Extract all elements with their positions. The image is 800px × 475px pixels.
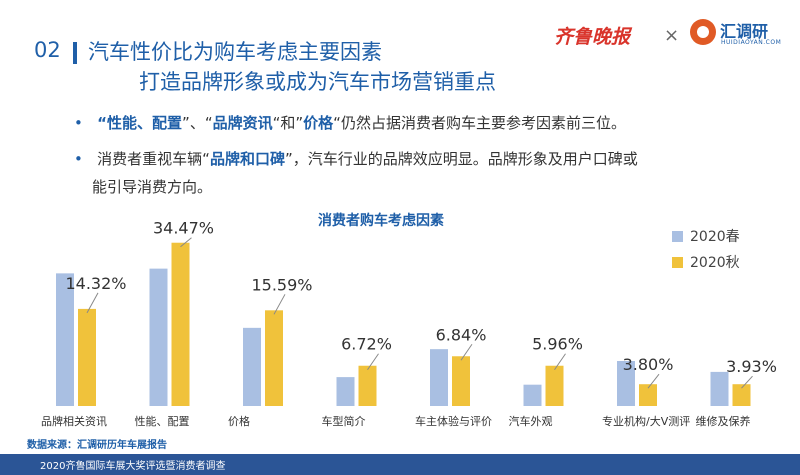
data-label-6: 3.80% [623,355,674,374]
category-label-5: 汽车外观 [509,414,553,428]
qilu-evening-news-logo: 齐鲁晚报 [554,26,631,48]
huidiaoyan-logo-url: HUIDIAOYAN.COM [721,39,782,46]
data-label-leader-6 [647,373,660,389]
bullet-2: • 消费者重视车辆“品牌和口碑”，汽车行业的品牌效应明显。品牌形象及用户口碑或 [74,148,638,169]
legend-swatch-autumn [672,257,683,268]
bar-autumn-3 [358,365,377,406]
bullet-2-pre: 消费者重视车辆“ [97,150,210,168]
data-label-3: 6.72% [341,335,392,354]
legend-autumn: 2020秋 [672,252,740,272]
bullet-dot: • [74,150,83,168]
title-divider [73,42,77,64]
bar-autumn-0 [78,308,96,406]
data-label-5: 5.96% [532,335,583,354]
bar-spring-5 [523,384,542,406]
legend-label-autumn: 2020秋 [690,255,740,271]
huidiaoyan-mark-icon [690,19,716,45]
data-label-2: 15.59% [251,275,312,294]
bar-spring-0 [56,273,74,406]
data-label-leader-3 [367,353,379,371]
category-label-6: 专业机构/大V测评 [602,414,690,428]
data-label-leader-2 [273,294,286,315]
bullet-1-part-0: “ [97,114,108,132]
bar-spring-4 [430,349,448,406]
legend-spring: 2020春 [672,226,740,246]
data-label-leader-4 [460,343,473,361]
page-subtitle: 打造品牌形象或成为汽车市场营销重点 [139,70,496,94]
bar-spring-7 [710,371,729,406]
data-label-leader-5 [554,353,566,371]
bar-spring-1 [149,268,168,406]
data-label-7: 3.93% [726,357,777,376]
bar-autumn-2 [265,310,283,406]
data-label-leader-0 [86,292,99,314]
bullet-2-highlight: 品牌和口碑 [209,150,285,168]
category-label-4: 车主体验与评价 [415,414,492,428]
bullet-1-highlight-performance: 性能、配置 [107,114,183,132]
bullet-1-highlight-brand: 品牌资讯 [212,114,273,132]
bar-autumn-5 [545,365,564,406]
bar-autumn-1 [171,242,190,406]
bullet-2-post: ”，汽车行业的品牌效应明显。品牌形象及用户口碑或 [284,150,638,168]
bullet-1-part-6: “仍然占据消费者购车主要参考因素前三位。 [333,114,626,132]
page-title: 汽车性价比为购车考虑主要因素 [88,40,382,64]
bar-autumn-7 [732,384,751,406]
bar-autumn-4 [452,356,470,406]
logo-separator: × [664,25,680,46]
data-label-4: 6.84% [436,325,487,344]
category-label-0: 品牌相关资讯 [41,414,107,428]
data-source: 数据来源：汇调研历年车展报告 [27,440,167,451]
bullet-1-highlight-price: 价格 [303,114,334,132]
bullet-1-part-4: “和” [272,114,304,132]
category-label-2: 价格 [228,414,250,428]
bar-spring-6 [617,361,635,406]
category-label-3: 车型简介 [322,414,366,428]
bullet-1: • “性能、配置”、“品牌资讯“和”价格“仍然占据消费者购车主要参考因素前三位。 [74,112,626,133]
bullet-1-part-2: ”、“ [182,114,213,132]
section-number: 02 [34,38,61,62]
data-label-leader-1 [180,237,192,248]
footer-band [0,454,800,475]
bar-spring-2 [243,327,261,406]
data-label-leader-7 [741,375,753,389]
footer-note: 2020齐鲁国际车展大奖评选暨消费者调查 [40,461,226,472]
category-label-7: 维修及保养 [696,414,751,428]
data-label-1: 34.47% [153,219,214,238]
category-label-1: 性能、配置 [135,414,190,428]
data-label-0: 14.32% [65,274,126,293]
huidiaoyan-logo-text: 汇调研 [720,22,769,41]
huidiaoyan-logo: 汇调研 HUIDIAOYAN.COM [690,17,786,51]
legend-swatch-spring [672,231,683,242]
bar-autumn-6 [639,384,657,406]
bullet-2-continued: 能引导消费方向。 [92,178,213,196]
chart-title: 消费者购车考虑因素 [318,213,444,229]
bar-spring-3 [336,377,355,406]
legend-label-spring: 2020春 [690,229,740,245]
bullet-dot: • [74,114,83,132]
